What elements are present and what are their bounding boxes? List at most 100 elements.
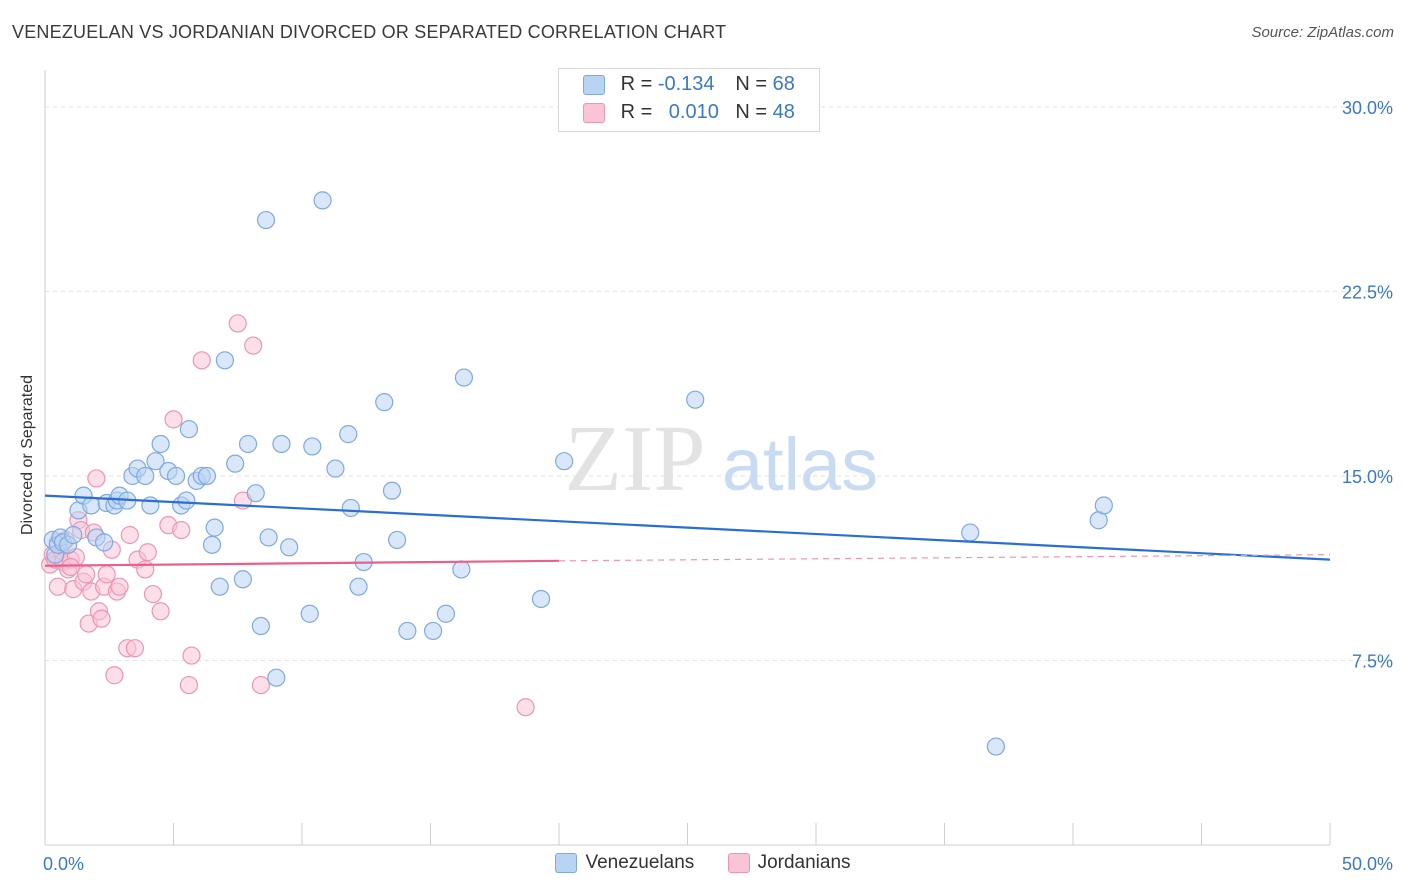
r-value: 0.010 xyxy=(668,101,719,123)
data-point-venezuelans xyxy=(423,621,443,641)
data-point-jordanians xyxy=(172,520,191,540)
data-point-venezuelans xyxy=(341,498,360,518)
data-point-venezuelans xyxy=(686,390,705,409)
data-point-jordanians xyxy=(164,410,183,429)
data-point-jordanians xyxy=(110,577,129,596)
data-point-venezuelans xyxy=(259,528,278,547)
data-point-venezuelans xyxy=(246,484,265,503)
watermark: ZIP atlas xyxy=(565,407,879,511)
data-point-jordanians xyxy=(120,525,139,545)
watermark-atlas: atlas xyxy=(722,423,878,506)
trend-line-venezuelans xyxy=(44,494,1331,561)
data-point-venezuelans xyxy=(205,518,224,537)
stats-row-venezuelans: R = -0.134 N = 68 xyxy=(583,73,795,101)
axes xyxy=(44,70,1331,846)
data-point-venezuelans xyxy=(349,577,368,596)
data-point-venezuelans xyxy=(986,737,1006,756)
stats-row-jordanians: R = 0.010 N = 48 xyxy=(583,101,795,129)
data-point-jordanians xyxy=(87,469,106,488)
data-point-venezuelans xyxy=(531,589,551,609)
data-point-jordanians xyxy=(77,565,96,584)
chart-legend: Venezuelans Jordanians xyxy=(0,852,1406,874)
n-label: N = xyxy=(735,73,768,95)
data-point-venezuelans xyxy=(375,393,394,412)
gridlines xyxy=(45,106,1392,661)
data-point-venezuelans xyxy=(267,668,286,687)
y-tick-label: 30.0% xyxy=(1342,98,1393,118)
data-point-jordanians xyxy=(125,639,145,658)
data-point-venezuelans xyxy=(313,191,332,210)
data-point-venezuelans xyxy=(1094,496,1113,515)
data-point-jordanians xyxy=(136,560,155,579)
n-value: 48 xyxy=(772,101,795,123)
jordanians-swatch xyxy=(583,102,605,123)
jordanians-legend-swatch xyxy=(727,852,750,873)
data-point-venezuelans xyxy=(326,459,345,478)
data-point-venezuelans xyxy=(82,496,101,515)
data-point-venezuelans xyxy=(215,351,234,370)
x-tick-label: 0.0% xyxy=(43,854,84,874)
chart-title: VENEZUELAN VS JORDANIAN DIVORCED OR SEPA… xyxy=(12,22,727,42)
x-tick-label: 50.0% xyxy=(1342,854,1393,874)
legend-item-jordanians[interactable]: Jordanians xyxy=(727,852,851,874)
data-point-venezuelans xyxy=(382,481,402,500)
data-point-venezuelans xyxy=(202,535,222,554)
data-point-jordanians xyxy=(138,543,157,562)
data-point-venezuelans xyxy=(387,530,407,550)
r-value: -0.134 xyxy=(657,73,715,95)
data-point-venezuelans xyxy=(197,466,217,486)
data-point-venezuelans xyxy=(226,454,245,473)
trend-lines xyxy=(44,494,1331,567)
venezuelans-legend-swatch xyxy=(555,852,578,873)
y-tick-label: 7.5% xyxy=(1352,651,1393,671)
data-point-venezuelans xyxy=(166,466,186,486)
data-point-venezuelans xyxy=(179,420,199,439)
venezuelans-swatch xyxy=(583,74,605,95)
data-point-venezuelans xyxy=(398,621,417,641)
data-point-venezuelans xyxy=(339,425,358,444)
data-point-venezuelans xyxy=(280,538,299,557)
data-point-jordanians xyxy=(192,351,211,370)
series-venezuelans xyxy=(43,191,1113,756)
data-point-jordanians xyxy=(97,565,116,584)
trend-line-jordanians xyxy=(44,559,560,567)
data-point-venezuelans xyxy=(233,570,252,589)
data-point-venezuelans xyxy=(303,437,322,456)
data-point-jordanians xyxy=(151,602,170,621)
data-point-venezuelans xyxy=(64,525,83,545)
data-point-venezuelans xyxy=(238,434,258,454)
data-point-venezuelans xyxy=(146,452,165,471)
data-point-jordanians xyxy=(48,577,67,596)
data-point-venezuelans xyxy=(454,368,474,387)
r-label: R = xyxy=(620,101,653,123)
data-point-jordanians xyxy=(179,675,199,695)
data-point-jordanians xyxy=(516,698,535,717)
data-point-jordanians xyxy=(92,609,111,628)
tick-labels: 7.5% 15.0% 22.5% 30.0% 0.0% 50.0% xyxy=(43,98,1393,874)
data-point-venezuelans xyxy=(256,210,276,230)
data-point-venezuelans xyxy=(452,560,471,579)
legend-label-venezuelans: Venezuelans xyxy=(585,852,695,873)
legend-item-venezuelans[interactable]: Venezuelans xyxy=(555,852,694,874)
data-point-venezuelans xyxy=(136,466,155,486)
data-point-venezuelans xyxy=(272,434,291,454)
trend-line-jordanians-extension xyxy=(558,554,1331,562)
r-label: R = xyxy=(620,73,653,95)
data-point-jordanians xyxy=(143,584,163,604)
correlation-stats-box: R = -0.134 N = 68 R = 0.010 N = 48 xyxy=(558,68,820,132)
data-point-venezuelans xyxy=(177,491,196,510)
legend-label-jordanians: Jordanians xyxy=(757,852,851,873)
y-tick-label: 15.0% xyxy=(1342,467,1393,487)
data-point-jordanians xyxy=(251,675,270,695)
n-value: 68 xyxy=(772,73,795,95)
n-label: N = xyxy=(735,101,768,123)
data-point-venezuelans xyxy=(151,434,170,454)
data-point-jordanians xyxy=(105,666,124,685)
data-point-venezuelans xyxy=(555,452,574,471)
data-point-jordanians xyxy=(228,314,247,333)
data-point-jordanians xyxy=(182,646,201,665)
data-point-venezuelans xyxy=(961,523,980,542)
data-point-jordanians xyxy=(61,557,80,577)
data-point-venezuelans xyxy=(210,577,229,596)
data-point-venezuelans xyxy=(300,604,319,623)
